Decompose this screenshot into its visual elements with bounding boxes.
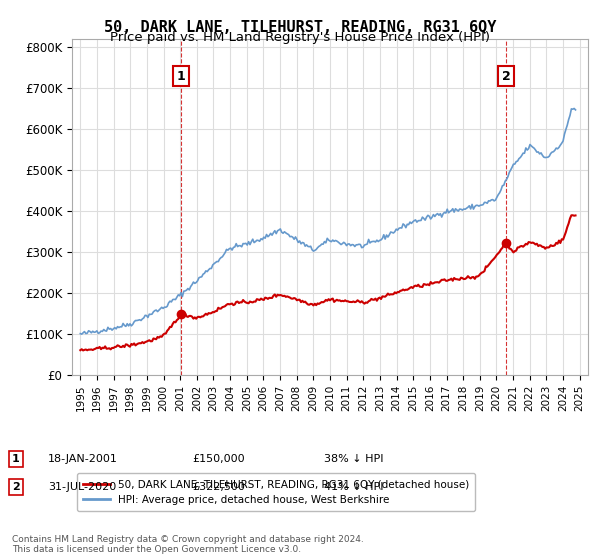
Text: £150,000: £150,000 [192, 454, 245, 464]
Text: 2: 2 [12, 482, 20, 492]
Legend: 50, DARK LANE, TILEHURST, READING, RG31 6QY (detached house), HPI: Average price: 50, DARK LANE, TILEHURST, READING, RG31 … [77, 473, 475, 511]
Text: 18-JAN-2001: 18-JAN-2001 [48, 454, 118, 464]
Text: Contains HM Land Registry data © Crown copyright and database right 2024.
This d: Contains HM Land Registry data © Crown c… [12, 535, 364, 554]
Text: 2: 2 [502, 69, 511, 82]
Text: 41% ↓ HPI: 41% ↓ HPI [324, 482, 383, 492]
Text: 1: 1 [12, 454, 20, 464]
Text: 31-JUL-2020: 31-JUL-2020 [48, 482, 116, 492]
Text: £322,500: £322,500 [192, 482, 245, 492]
Text: 38% ↓ HPI: 38% ↓ HPI [324, 454, 383, 464]
Text: Price paid vs. HM Land Registry's House Price Index (HPI): Price paid vs. HM Land Registry's House … [110, 31, 490, 44]
Text: 50, DARK LANE, TILEHURST, READING, RG31 6QY: 50, DARK LANE, TILEHURST, READING, RG31 … [104, 20, 496, 35]
Text: 1: 1 [176, 69, 185, 82]
